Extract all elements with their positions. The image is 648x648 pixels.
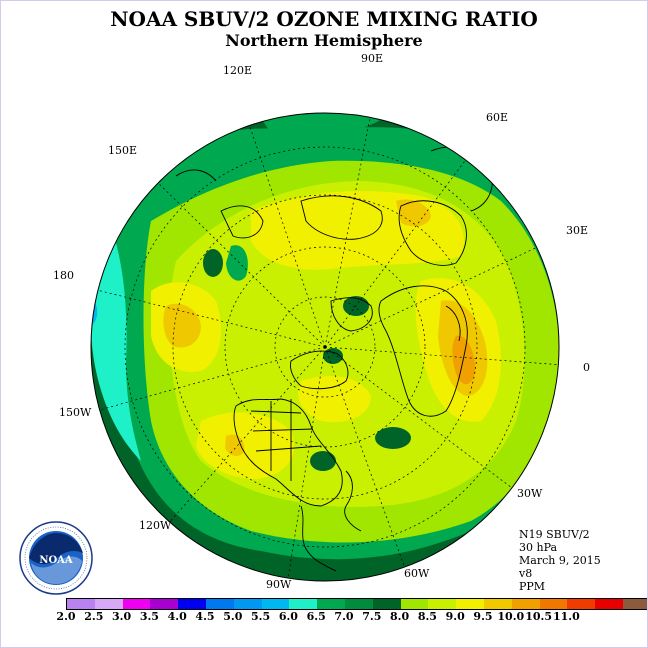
dark-green-low-4: [310, 451, 336, 471]
colorbar-swatch: [511, 599, 540, 609]
info-block: N19 SBUV/2 30 hPa March 9, 2015 v8 PPM: [519, 528, 601, 593]
colorbar-tick-label: 7.0: [334, 610, 354, 623]
lon-label-0: 0: [583, 361, 590, 374]
colorbar-tick-label: 2.5: [84, 610, 104, 623]
colorbar-tick-label: 2.0: [56, 610, 76, 623]
dark-green-low-5: [203, 249, 223, 277]
date-label: March 9, 2015: [519, 554, 601, 567]
colorbar-tick-label: 7.5: [362, 610, 382, 623]
lon-label-30e: 30E: [566, 224, 589, 237]
lon-label-90e: 90E: [361, 52, 384, 65]
lon-label-60e: 60E: [486, 111, 509, 124]
dark-orange-region: [452, 335, 476, 385]
map-title: NOAA SBUV/2 OZONE MIXING RATIO: [110, 7, 538, 31]
satellite-label: N19 SBUV/2: [519, 528, 590, 541]
colorbar-ticks: 2.0 2.5 3.0 3.5 4.0 4.5 5.0 5.5 6.0 6.5 7.0 7.5 8.0 8…: [1, 610, 647, 624]
map-subtitle: Northern Hemisphere: [225, 31, 423, 50]
colorbar-swatch: [595, 599, 623, 609]
yellow-region-5: [297, 376, 371, 423]
colorbar-tick-label: 9.0: [445, 610, 465, 623]
colorbar-swatch: [67, 599, 95, 609]
dark-green-bulge-top: [256, 113, 391, 136]
orange-region-3: [396, 199, 431, 227]
colorbar-tick-label: 5.5: [251, 610, 271, 623]
version-label: v8: [519, 567, 533, 580]
colorbar-tick-label: 11.0: [552, 610, 580, 623]
colorbar-swatch: [622, 599, 647, 609]
colorbar-swatch: [205, 599, 234, 609]
colorbar-tick-label: 6.0: [278, 610, 298, 623]
orange-region-4: [225, 434, 245, 457]
colorbar-tick-label: 6.5: [306, 610, 326, 623]
lon-label-120w: 120W: [139, 519, 172, 532]
logo-text: NOAA: [39, 555, 73, 566]
orange-region-2: [163, 303, 201, 348]
colorbar-swatch: [483, 599, 512, 609]
yellow-region-1: [251, 191, 465, 270]
colorbar-swatch: [289, 599, 318, 609]
colorbar-swatch: [94, 599, 123, 609]
colorbar-swatch: [567, 599, 596, 609]
lon-label-180: 180: [53, 269, 74, 282]
colorbar-swatch: [317, 599, 345, 609]
noaa-logo: NOAA: [19, 521, 93, 595]
colorbar-swatch: [344, 599, 373, 609]
lon-label-30w: 30W: [517, 487, 543, 500]
colorbar-swatch: [178, 599, 206, 609]
graticule: [91, 113, 559, 580]
green-low-1: [226, 245, 248, 281]
map-boundary: [90, 112, 560, 582]
yellow-region-4: [196, 412, 295, 479]
colorbar-tick-label: 10.5: [525, 610, 552, 623]
lon-label-120e: 120E: [223, 64, 253, 77]
unit-label: PPM: [519, 580, 546, 593]
pressure-level: 30 hPa: [519, 541, 558, 554]
colorbar-swatch: [233, 599, 262, 609]
colorbar: [66, 598, 647, 610]
lon-label-90w: 90W: [266, 578, 292, 591]
colorbar-swatch: [261, 599, 290, 609]
colorbar-swatch: [428, 599, 457, 609]
dark-green-low-2: [323, 348, 343, 364]
colorbar-tick-label: 9.5: [473, 610, 493, 623]
colorbar-swatch: [456, 599, 484, 609]
colorbar-tick-label: 4.5: [195, 610, 215, 623]
colorbar-tick-label: 3.5: [139, 610, 159, 623]
colorbar-tick-label: 3.0: [112, 610, 132, 623]
dark-green-low-3: [375, 427, 411, 449]
colorbar-tick-label: 8.0: [390, 610, 410, 623]
colorbar-swatch: [150, 599, 179, 609]
colorbar-swatch: [400, 599, 429, 609]
colorbar-tick-label: 8.5: [417, 610, 437, 623]
colorbar-tick-label: 10.0: [497, 610, 525, 623]
map-fill-layer: [91, 113, 559, 581]
colorbar-tick-label: 4.0: [167, 610, 187, 623]
colorbar-swatch: [372, 599, 401, 609]
lon-label-150w: 150W: [59, 406, 92, 419]
colorbar-swatch: [539, 599, 568, 609]
colorbar-swatch: [122, 599, 151, 609]
colorbar-tick-label: 5.0: [223, 610, 243, 623]
lon-label-150e: 150E: [108, 144, 138, 157]
lon-label-60w: 60W: [404, 567, 430, 580]
